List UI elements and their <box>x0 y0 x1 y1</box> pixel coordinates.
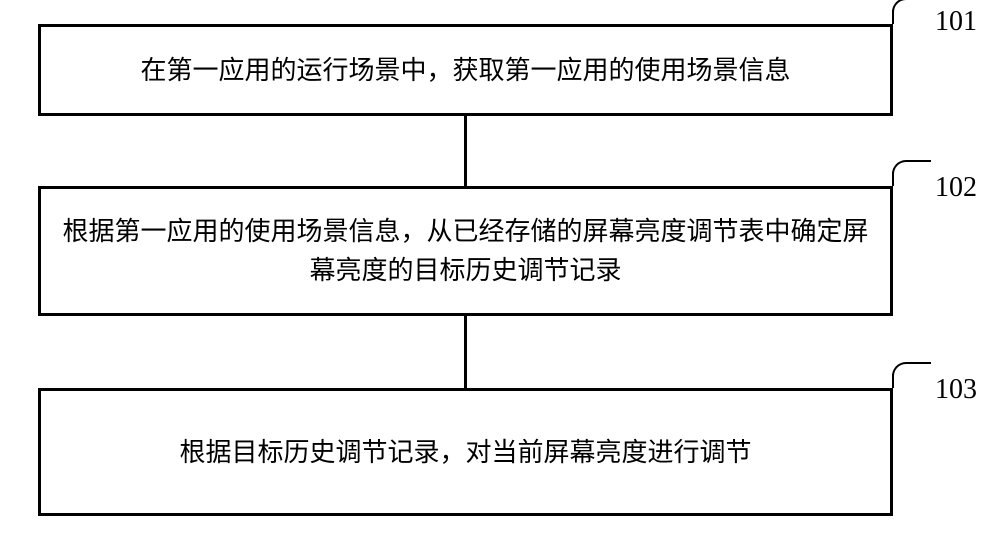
flow-step-label-103: 103 <box>935 374 977 406</box>
callout-stub <box>892 10 894 24</box>
flow-step-label-102: 102 <box>935 172 977 204</box>
connector-101-102 <box>464 116 467 186</box>
callout-line <box>911 362 931 364</box>
flow-step-text: 根据第一应用的使用场景信息，从已经存储的屏幕亮度调节表中确定屏幕亮度的目标历史调… <box>53 212 878 290</box>
flow-step-103: 根据目标历史调节记录，对当前屏幕亮度进行调节 <box>38 388 893 516</box>
flow-step-text: 根据目标历史调节记录，对当前屏幕亮度进行调节 <box>179 433 751 472</box>
callout-line <box>911 160 931 162</box>
flowchart-canvas: 在第一应用的运行场景中，获取第一应用的使用场景信息 101 根据第一应用的使用场景信… <box>0 0 1000 552</box>
callout-stub <box>892 172 894 186</box>
flow-step-label-101: 101 <box>935 6 977 38</box>
flow-step-text: 在第一应用的运行场景中，获取第一应用的使用场景信息 <box>140 51 790 90</box>
callout-curve <box>892 0 912 12</box>
connector-102-103 <box>464 316 467 388</box>
flow-step-101: 在第一应用的运行场景中，获取第一应用的使用场景信息 <box>38 24 893 116</box>
callout-stub <box>892 374 894 388</box>
flow-step-102: 根据第一应用的使用场景信息，从已经存储的屏幕亮度调节表中确定屏幕亮度的目标历史调… <box>38 186 893 316</box>
callout-curve <box>892 362 912 376</box>
callout-curve <box>892 160 912 174</box>
